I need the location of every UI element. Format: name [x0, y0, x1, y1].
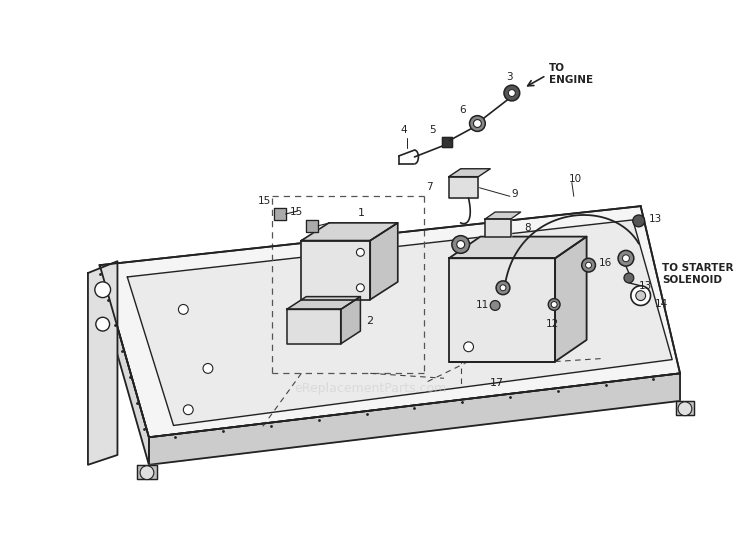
Text: 8: 8 [525, 223, 531, 233]
Text: 4: 4 [400, 125, 407, 135]
Circle shape [96, 317, 109, 331]
Circle shape [94, 282, 110, 298]
Text: 15: 15 [258, 196, 271, 206]
Circle shape [473, 119, 482, 128]
Text: 1: 1 [358, 208, 364, 218]
Polygon shape [449, 258, 555, 362]
Text: ENGINE: ENGINE [549, 75, 593, 85]
Circle shape [452, 236, 470, 253]
Polygon shape [449, 169, 491, 176]
Polygon shape [485, 212, 520, 219]
Circle shape [470, 116, 485, 132]
Polygon shape [449, 237, 586, 258]
Polygon shape [370, 223, 398, 300]
Polygon shape [286, 310, 340, 344]
Circle shape [203, 363, 213, 373]
Polygon shape [442, 138, 452, 147]
Polygon shape [302, 241, 370, 300]
Polygon shape [100, 206, 680, 437]
Circle shape [178, 305, 188, 315]
Text: 13: 13 [649, 214, 662, 224]
Circle shape [356, 284, 364, 292]
Circle shape [622, 255, 629, 262]
Text: 2: 2 [366, 316, 374, 326]
Polygon shape [100, 265, 149, 465]
Text: 11: 11 [476, 300, 489, 311]
Polygon shape [306, 220, 318, 232]
Circle shape [624, 273, 634, 283]
Circle shape [631, 286, 650, 305]
Circle shape [464, 342, 473, 352]
Text: TO STARTER: TO STARTER [662, 263, 734, 273]
Text: 14: 14 [655, 299, 668, 309]
Circle shape [567, 253, 577, 263]
Text: 6: 6 [460, 105, 466, 115]
Circle shape [140, 466, 154, 480]
Polygon shape [485, 219, 511, 237]
Polygon shape [128, 220, 672, 425]
Circle shape [457, 241, 465, 248]
Circle shape [582, 258, 596, 272]
Circle shape [356, 248, 364, 256]
Polygon shape [676, 401, 694, 415]
Polygon shape [555, 237, 586, 362]
Text: 10: 10 [569, 174, 582, 184]
Polygon shape [274, 208, 286, 220]
Circle shape [551, 301, 557, 307]
Polygon shape [137, 465, 157, 478]
Circle shape [490, 300, 500, 310]
Circle shape [586, 262, 592, 268]
Polygon shape [449, 176, 478, 198]
Text: 3: 3 [506, 72, 512, 82]
Circle shape [496, 281, 510, 295]
Text: 15: 15 [290, 207, 303, 217]
Circle shape [636, 291, 646, 300]
Text: 7: 7 [427, 182, 433, 192]
Circle shape [633, 215, 645, 227]
Circle shape [678, 402, 692, 415]
Circle shape [504, 85, 520, 101]
Polygon shape [88, 261, 118, 465]
Text: 13: 13 [639, 281, 652, 291]
Circle shape [618, 250, 634, 266]
Polygon shape [340, 296, 361, 344]
Text: 12: 12 [546, 319, 560, 329]
Circle shape [509, 89, 515, 96]
Text: 16: 16 [598, 258, 612, 268]
Text: eReplacementParts.com: eReplacementParts.com [294, 381, 446, 395]
Text: 17: 17 [490, 378, 504, 388]
Circle shape [500, 285, 506, 291]
Polygon shape [286, 296, 361, 310]
Circle shape [183, 405, 194, 415]
Polygon shape [302, 223, 398, 241]
Text: TO: TO [549, 64, 566, 73]
Circle shape [548, 299, 560, 310]
Polygon shape [149, 373, 680, 465]
Text: 5: 5 [429, 125, 436, 135]
Circle shape [527, 342, 538, 352]
Text: 9: 9 [512, 189, 518, 199]
Text: SOLENOID: SOLENOID [662, 275, 722, 285]
